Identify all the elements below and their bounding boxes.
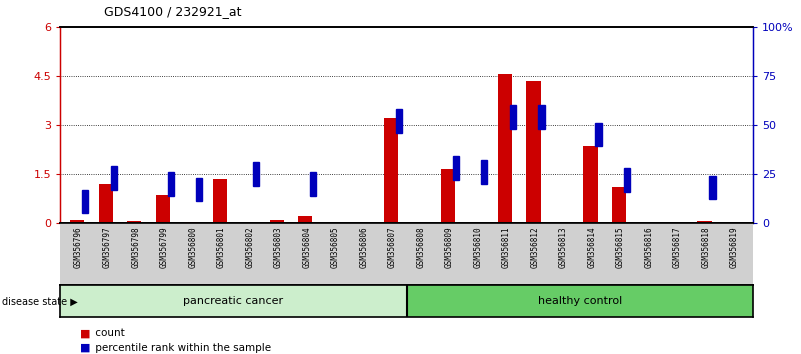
Bar [212, 179, 227, 223]
Bar [509, 105, 516, 129]
Bar [127, 221, 141, 223]
Text: GSM356810: GSM356810 [473, 226, 482, 268]
Text: GSM356804: GSM356804 [302, 226, 312, 268]
Text: GSM356819: GSM356819 [730, 226, 739, 268]
Text: GSM356796: GSM356796 [74, 226, 83, 268]
Text: ■: ■ [80, 343, 91, 353]
Text: count: count [92, 329, 125, 338]
Bar [396, 109, 402, 133]
Text: GSM356809: GSM356809 [445, 226, 454, 268]
Bar [111, 166, 117, 190]
Bar [167, 172, 174, 195]
Text: GSM356803: GSM356803 [274, 226, 283, 268]
Bar [710, 176, 715, 199]
Bar [497, 74, 512, 223]
Text: GSM356806: GSM356806 [359, 226, 368, 268]
Text: GSM356818: GSM356818 [702, 226, 710, 268]
Bar [70, 220, 84, 223]
Bar [60, 285, 406, 317]
Bar [481, 160, 488, 184]
Bar [384, 118, 398, 223]
Bar [155, 195, 170, 223]
Bar [310, 172, 316, 195]
Bar [270, 220, 284, 223]
Text: GSM356808: GSM356808 [417, 226, 425, 268]
Bar [583, 146, 598, 223]
Bar [441, 169, 455, 223]
Bar [526, 81, 541, 223]
Bar [253, 162, 260, 186]
Bar [612, 187, 626, 223]
Text: GSM356800: GSM356800 [188, 226, 197, 268]
Text: GSM356812: GSM356812 [530, 226, 539, 268]
Text: GSM356798: GSM356798 [131, 226, 140, 268]
Bar [82, 190, 88, 213]
Bar [196, 178, 203, 201]
Bar [698, 221, 711, 223]
Bar [624, 168, 630, 192]
Bar [184, 222, 199, 223]
Text: GSM356811: GSM356811 [501, 226, 511, 268]
Text: percentile rank within the sample: percentile rank within the sample [92, 343, 272, 353]
Text: GSM356801: GSM356801 [217, 226, 226, 268]
Text: pancreatic cancer: pancreatic cancer [183, 296, 284, 306]
Text: GSM356817: GSM356817 [673, 226, 682, 268]
Bar [538, 105, 545, 129]
Text: GSM356815: GSM356815 [616, 226, 625, 268]
Text: disease state ▶: disease state ▶ [2, 297, 78, 307]
Text: GSM356807: GSM356807 [388, 226, 396, 268]
Text: ■: ■ [80, 329, 91, 338]
Text: GSM356813: GSM356813 [559, 226, 568, 268]
Text: GSM356802: GSM356802 [245, 226, 254, 268]
Text: GSM356816: GSM356816 [644, 226, 654, 268]
Bar [595, 123, 602, 147]
Text: GSM356797: GSM356797 [103, 226, 111, 268]
Text: GSM356814: GSM356814 [587, 226, 596, 268]
Text: GSM356805: GSM356805 [331, 226, 340, 268]
Bar [298, 216, 312, 223]
Text: GSM356799: GSM356799 [159, 226, 169, 268]
Text: healthy control: healthy control [537, 296, 622, 306]
Bar [99, 184, 113, 223]
Bar [406, 285, 753, 317]
Bar [453, 156, 459, 180]
Text: GDS4100 / 232921_at: GDS4100 / 232921_at [104, 5, 242, 18]
